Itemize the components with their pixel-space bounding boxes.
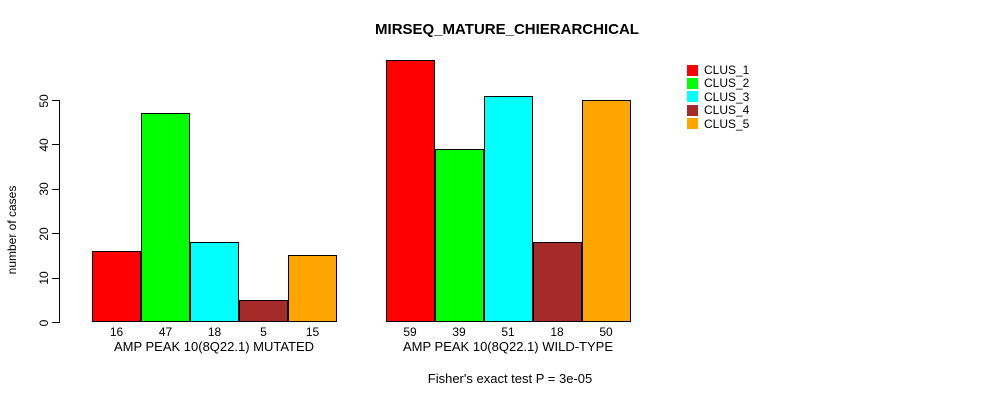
legend-item-clus_3: CLUS_3 xyxy=(687,91,749,103)
legend-label: CLUS_4 xyxy=(704,103,750,118)
y-tick-mark xyxy=(52,188,59,190)
bar-clus_5-group1 xyxy=(288,255,337,322)
y-axis-line xyxy=(59,100,60,323)
bar-value-label: 16 xyxy=(109,325,124,339)
bar-clus_3-group2 xyxy=(483,95,533,322)
y-tick-mark xyxy=(52,100,59,101)
y-tick-mark xyxy=(52,322,59,323)
bar-clus_2-group1 xyxy=(141,113,190,322)
chart-title: MIRSEQ_MATURE_CHIERARCHICAL xyxy=(375,21,639,38)
bar-clus_1-group2 xyxy=(385,60,435,322)
y-tick-mark xyxy=(52,233,59,235)
y-tick-label: 30 xyxy=(37,182,51,196)
bar-value-label: 5 xyxy=(260,325,267,339)
y-tick-label: 0 xyxy=(37,319,51,326)
footer-note: Fisher's exact test P = 3e-05 xyxy=(427,371,593,386)
bar-value-label: 39 xyxy=(452,325,466,339)
legend-item-clus_1: CLUS_1 xyxy=(687,64,749,76)
bar-value-label: 51 xyxy=(501,325,515,339)
bar-clus_4-group1 xyxy=(239,299,288,322)
legend-label: CLUS_1 xyxy=(704,63,750,77)
bar-value-label: 59 xyxy=(403,325,417,339)
bar-value-label: 18 xyxy=(207,325,222,339)
group-label-mutated: AMP PEAK 10(8Q22.1) MUTATED xyxy=(113,339,315,354)
y-tick-mark xyxy=(52,144,59,146)
bar-clus_2-group2 xyxy=(434,148,484,322)
y-tick-label: 50 xyxy=(37,93,51,108)
legend-swatch-clus_3 xyxy=(687,91,698,103)
legend-label: CLUS_3 xyxy=(704,89,750,104)
legend-item-clus_2: CLUS_2 xyxy=(687,77,749,89)
y-tick-label: 40 xyxy=(37,138,51,152)
legend-swatch-clus_1 xyxy=(687,64,698,76)
group-label-wild-type: AMP PEAK 10(8Q22.1) WILD-TYPE xyxy=(403,339,613,354)
legend-item-clus_5: CLUS_5 xyxy=(687,118,749,130)
bar-value-label: 15 xyxy=(305,325,320,339)
legend-label: CLUS_5 xyxy=(704,116,750,131)
bar-clus_1-group1 xyxy=(92,250,141,322)
y-tick-label: 20 xyxy=(37,227,51,241)
y-axis-label: number of cases xyxy=(5,185,19,275)
bar-clus_4-group2 xyxy=(532,242,582,322)
bar-value-label: 50 xyxy=(599,325,613,339)
bar-value-label: 18 xyxy=(550,325,564,339)
legend-item-clus_4: CLUS_4 xyxy=(687,104,749,116)
legend-swatch-clus_4 xyxy=(687,104,698,116)
legend-swatch-clus_2 xyxy=(687,77,698,89)
bar-clus_5-group2 xyxy=(581,100,631,322)
y-tick-label: 10 xyxy=(37,271,51,285)
legend-label: CLUS_2 xyxy=(704,76,750,91)
bar-value-label: 47 xyxy=(158,325,173,339)
y-tick-mark xyxy=(52,277,59,279)
legend-swatch-clus_5 xyxy=(687,118,698,130)
bar-clus_3-group1 xyxy=(190,242,239,322)
